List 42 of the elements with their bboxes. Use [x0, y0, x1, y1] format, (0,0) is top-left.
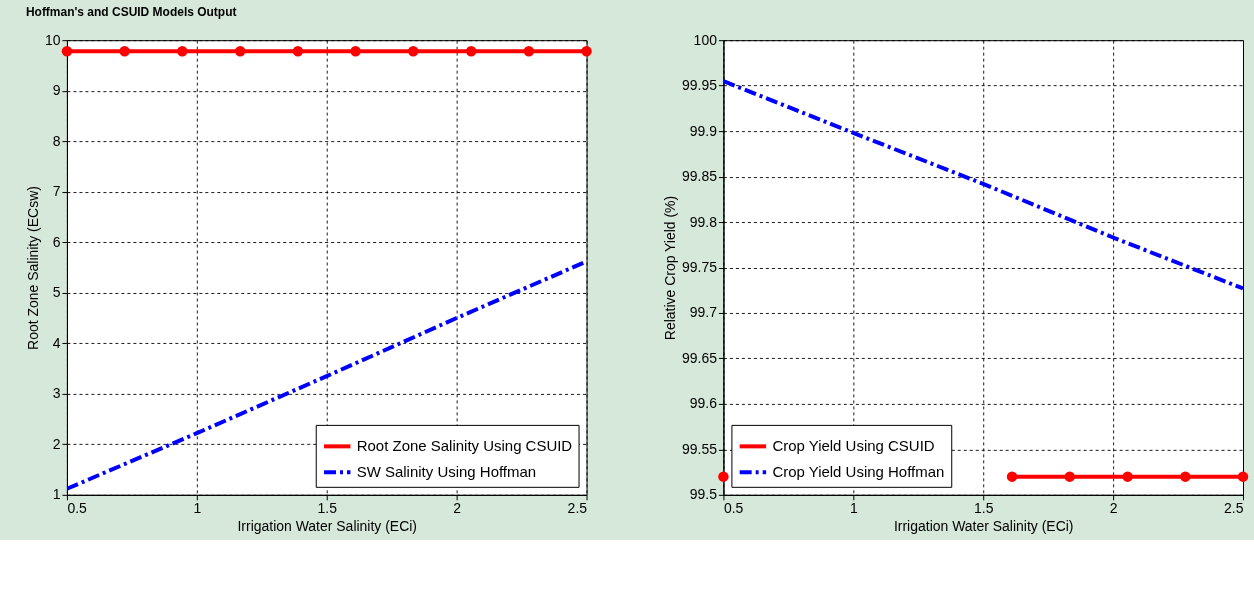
x-tick-label: 0.5	[67, 500, 88, 517]
line-series	[723, 79, 1244, 291]
x-tick-label: 1	[849, 500, 858, 517]
y-tick-label: 8	[52, 132, 61, 149]
y-tick-label: 6	[52, 233, 61, 250]
line-series	[66, 259, 587, 491]
x-tick-label: 1.5	[317, 500, 338, 517]
x-axis-title: Irrigation Water Salinity (ECi)	[893, 518, 1074, 535]
legend-label: Crop Yield Using CSUID	[772, 437, 935, 455]
y-tick-label: 99.8	[689, 213, 718, 230]
y-tick-label: 99.7	[689, 304, 718, 321]
y-tick-label: 99.65	[681, 349, 718, 366]
y-tick-label: 99.5	[689, 486, 718, 503]
x-axis-title: Irrigation Water Salinity (ECi)	[237, 518, 418, 535]
x-tick-label: 2.5	[1224, 500, 1244, 517]
chart-title: Hoffman's and CSUID Models Output	[25, 4, 237, 19]
y-tick-label: 10	[44, 31, 61, 48]
x-tick-label: 1	[193, 500, 202, 517]
legend-label: SW Salinity Using Hoffman	[356, 463, 537, 481]
x-tick-label: 2	[1109, 500, 1118, 517]
y-tick-label: 9	[52, 82, 61, 99]
y-tick-label: 5	[52, 284, 61, 301]
x-tick-label: 0.5	[723, 500, 744, 517]
y-tick-label: 100	[693, 31, 718, 48]
x-tick-label: 2.5	[567, 500, 588, 517]
y-tick-label: 99.6	[689, 395, 718, 412]
y-tick-label: 4	[52, 334, 61, 351]
y-tick-label: 99.9	[689, 122, 718, 139]
y-tick-label: 2	[52, 435, 61, 452]
y-axis-title: Root Zone Salinity (ECsw)	[24, 186, 41, 350]
y-tick-label: 3	[52, 385, 61, 402]
y-tick-label: 99.95	[681, 77, 718, 94]
y-axis-title: Relative Crop Yield (%)	[661, 195, 678, 341]
y-tick-label: 1	[52, 486, 61, 503]
y-tick-label: 99.75	[681, 259, 718, 275]
y-tick-label: 7	[52, 183, 61, 200]
x-tick-label: 2	[453, 500, 462, 517]
y-tick-label: 99.85	[681, 168, 718, 185]
x-tick-label: 1.5	[974, 500, 994, 517]
y-tick-label: 99.55	[681, 440, 718, 457]
legend-label: Crop Yield Using Hoffman	[772, 463, 945, 481]
legend-label: Root Zone Salinity Using CSUID	[356, 437, 573, 455]
